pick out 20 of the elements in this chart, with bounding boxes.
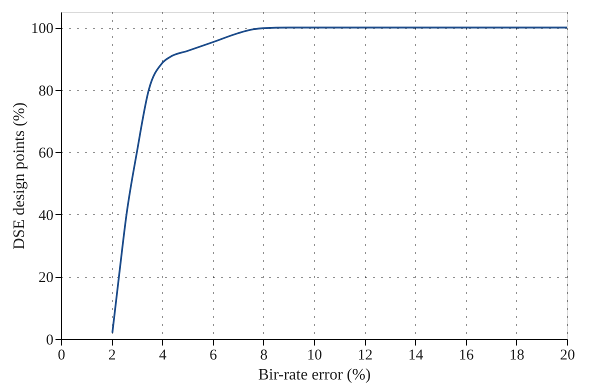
x-tick-label: 2 — [108, 348, 116, 364]
y-tick-label: 100 — [31, 21, 54, 38]
y-tick-label: 80 — [38, 83, 54, 100]
x-tick-label: 0 — [58, 348, 66, 364]
y-tick-label: 20 — [38, 270, 54, 286]
x-tick-label: 10 — [307, 348, 322, 364]
x-tick-label: 16 — [458, 348, 474, 364]
x-tick-label: 8 — [260, 348, 268, 364]
x-tick-label: 4 — [158, 348, 167, 364]
x-tick-label: 6 — [210, 348, 218, 364]
x-tick-label: 12 — [358, 348, 373, 364]
y-tick-label: 0 — [46, 332, 54, 348]
x-tick-label: 18 — [509, 348, 524, 364]
y-tick-label: 40 — [38, 208, 54, 224]
x-axis-title: Bir-rate error (%) — [258, 366, 371, 384]
x-tick-label: 20 — [560, 348, 575, 364]
line-series — [111, 26, 568, 334]
x-tick-label: 14 — [408, 348, 424, 364]
y-tick-label: 60 — [38, 146, 54, 162]
y-axis-title: DSE design points (%) — [11, 102, 28, 250]
